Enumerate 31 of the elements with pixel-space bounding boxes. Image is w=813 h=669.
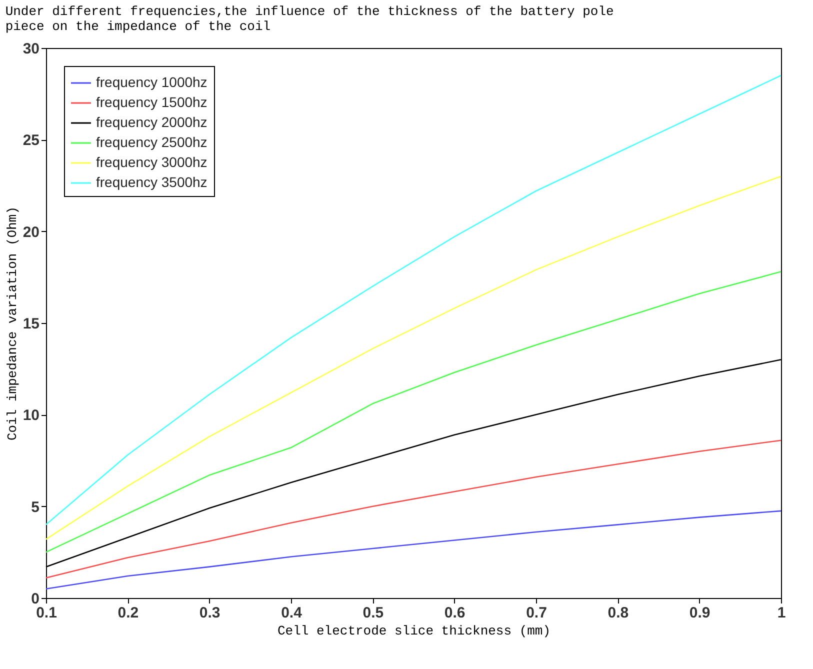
x-tick-label: 0.2	[118, 604, 139, 622]
x-tick-label: 0.8	[608, 604, 629, 622]
line-series	[45, 440, 782, 578]
legend-label: frequency 1000hz	[96, 74, 208, 90]
legend-label: frequency 3000hz	[96, 154, 208, 170]
x-tick-label: 0.1	[36, 604, 57, 622]
x-tick-label: 0.7	[526, 604, 547, 622]
line-series	[45, 176, 782, 540]
legend-label: frequency 1500hz	[96, 94, 208, 110]
x-tick-label: 1	[777, 604, 786, 622]
y-tick-label: 10	[22, 407, 40, 424]
x-tick-label: 0.3	[199, 604, 220, 622]
x-tick-label: 0.6	[444, 604, 466, 622]
x-tick-label: 0.9	[689, 604, 710, 622]
y-tick-label: 5	[31, 498, 40, 516]
y-tick-label: 25	[22, 132, 40, 150]
legend-label: frequency 2500hz	[96, 134, 208, 150]
y-tick-label: 20	[22, 224, 40, 241]
legend-label: frequency 3500hz	[96, 174, 208, 190]
y-tick-label: 30	[22, 40, 40, 58]
legend-label: frequency 2000hz	[96, 114, 208, 130]
x-axis-title: Cell electrode slice thickness (mm)	[277, 624, 551, 638]
y-tick-label: 0	[31, 590, 40, 608]
line-series	[45, 510, 782, 590]
line-series	[45, 271, 782, 553]
x-tick-label: 0.5	[362, 604, 384, 622]
y-axis-title: Coil impedance variation (Ohm)	[4, 206, 20, 441]
chart-title: Under different frequencies,the influence of the thickness of the battery pole piece on the impedance of the coil	[5, 4, 614, 34]
y-tick-label: 15	[22, 316, 40, 332]
x-tick-label: 0.4	[281, 604, 303, 622]
line-series	[45, 74, 782, 526]
